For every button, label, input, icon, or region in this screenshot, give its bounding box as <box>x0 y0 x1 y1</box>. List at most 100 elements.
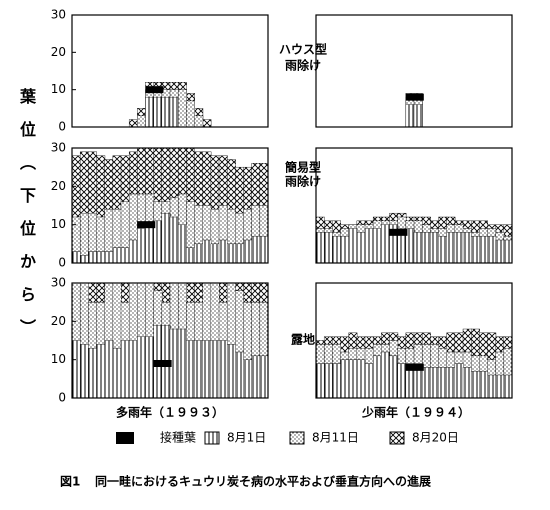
y-tick-label: 30 <box>51 141 66 155</box>
area-step <box>315 363 325 399</box>
area-step <box>88 251 98 264</box>
area-step <box>315 232 325 264</box>
legend-label: 8月1日 <box>227 431 266 445</box>
area-step <box>323 232 333 264</box>
y-tick-label: 10 <box>51 352 66 366</box>
area-step <box>503 239 513 264</box>
area-step <box>454 363 464 399</box>
caption-text: 同一畦におけるキュウリ炭そ病の水平および垂直方向への進展 <box>95 474 431 489</box>
area-step <box>251 235 261 264</box>
legend-label: 8月20日 <box>412 431 459 445</box>
area-step <box>405 104 415 128</box>
area-step <box>430 367 440 399</box>
area-step <box>218 239 228 264</box>
area-step <box>332 363 342 399</box>
area-step <box>381 351 391 399</box>
area-step <box>413 104 423 128</box>
area-step <box>340 359 350 399</box>
legend-label: 8月11日 <box>312 431 359 445</box>
y-axis-label: 葉位（下位から） <box>17 88 36 352</box>
row-label: 雨除け <box>285 58 321 73</box>
area-step <box>323 363 333 399</box>
area-step <box>438 367 448 399</box>
area-step <box>243 239 253 264</box>
area-step <box>446 232 456 264</box>
area-step <box>503 374 513 399</box>
area-step <box>348 228 358 264</box>
area-step <box>112 347 122 399</box>
area-step <box>364 228 374 264</box>
legend-swatch <box>389 431 405 445</box>
area-step <box>487 235 497 264</box>
panel-frame <box>71 282 269 399</box>
area-step <box>202 340 212 399</box>
area-step <box>372 228 382 264</box>
area-step <box>194 115 204 128</box>
inoculated-leaf <box>153 360 172 367</box>
area-step <box>438 235 448 264</box>
area-step <box>71 340 81 399</box>
row-label: 簡易型 <box>285 160 321 175</box>
row-label: ハウス型 <box>279 42 327 57</box>
area-step <box>462 232 472 264</box>
inoculated-leaf <box>389 228 408 236</box>
area-step <box>177 328 187 399</box>
inoculated-leaf <box>145 86 164 94</box>
area-step <box>210 340 220 399</box>
area-step <box>259 355 269 399</box>
row-label: 雨除け <box>285 174 321 189</box>
area-step <box>96 344 106 399</box>
panel-frame <box>71 147 269 264</box>
area-step <box>210 243 220 264</box>
caption-number: 図1 <box>60 475 80 489</box>
area-step <box>202 119 212 128</box>
area-step <box>243 359 253 399</box>
area-step <box>88 347 98 399</box>
area-step <box>202 239 212 264</box>
y-tick-label: 30 <box>51 276 66 290</box>
area-step <box>397 363 407 399</box>
legend-swatch <box>116 432 134 444</box>
area-step <box>145 96 155 128</box>
area-step <box>251 355 261 399</box>
area-step <box>161 96 171 128</box>
inoculated-leaf <box>405 93 424 101</box>
y-tick-label: 10 <box>51 217 66 231</box>
area-step <box>79 255 89 264</box>
area-step <box>495 239 505 264</box>
area-step <box>120 340 130 399</box>
area-step <box>381 224 391 264</box>
y-tick-label: 0 <box>58 256 66 270</box>
area-step <box>71 251 81 264</box>
legend-label: 接種葉 <box>160 430 196 445</box>
area-step <box>226 243 236 264</box>
area-step <box>104 340 114 399</box>
legend-swatch <box>289 431 305 445</box>
area-step <box>218 340 228 399</box>
area-step <box>186 100 195 128</box>
area-step <box>348 359 358 399</box>
area-step <box>495 374 505 399</box>
area-step <box>226 344 236 399</box>
area-step <box>128 239 138 264</box>
area-step <box>340 235 350 264</box>
area-step <box>235 351 244 399</box>
y-tick-label: 20 <box>51 314 66 328</box>
area-step <box>145 224 155 264</box>
area-step <box>446 367 456 399</box>
area-step <box>177 224 187 264</box>
panel-frame <box>315 282 513 399</box>
area-step <box>356 359 366 399</box>
area-step <box>169 216 179 264</box>
area-step <box>372 355 382 399</box>
area-step <box>235 243 244 264</box>
panel-frame <box>71 14 269 128</box>
area-step <box>356 232 366 264</box>
y-tick-label: 20 <box>51 45 66 59</box>
row-label: 露地 <box>291 332 315 347</box>
column-label: 多雨年（１９９３） <box>116 405 224 420</box>
area-step <box>137 228 146 264</box>
area-step <box>470 235 480 264</box>
